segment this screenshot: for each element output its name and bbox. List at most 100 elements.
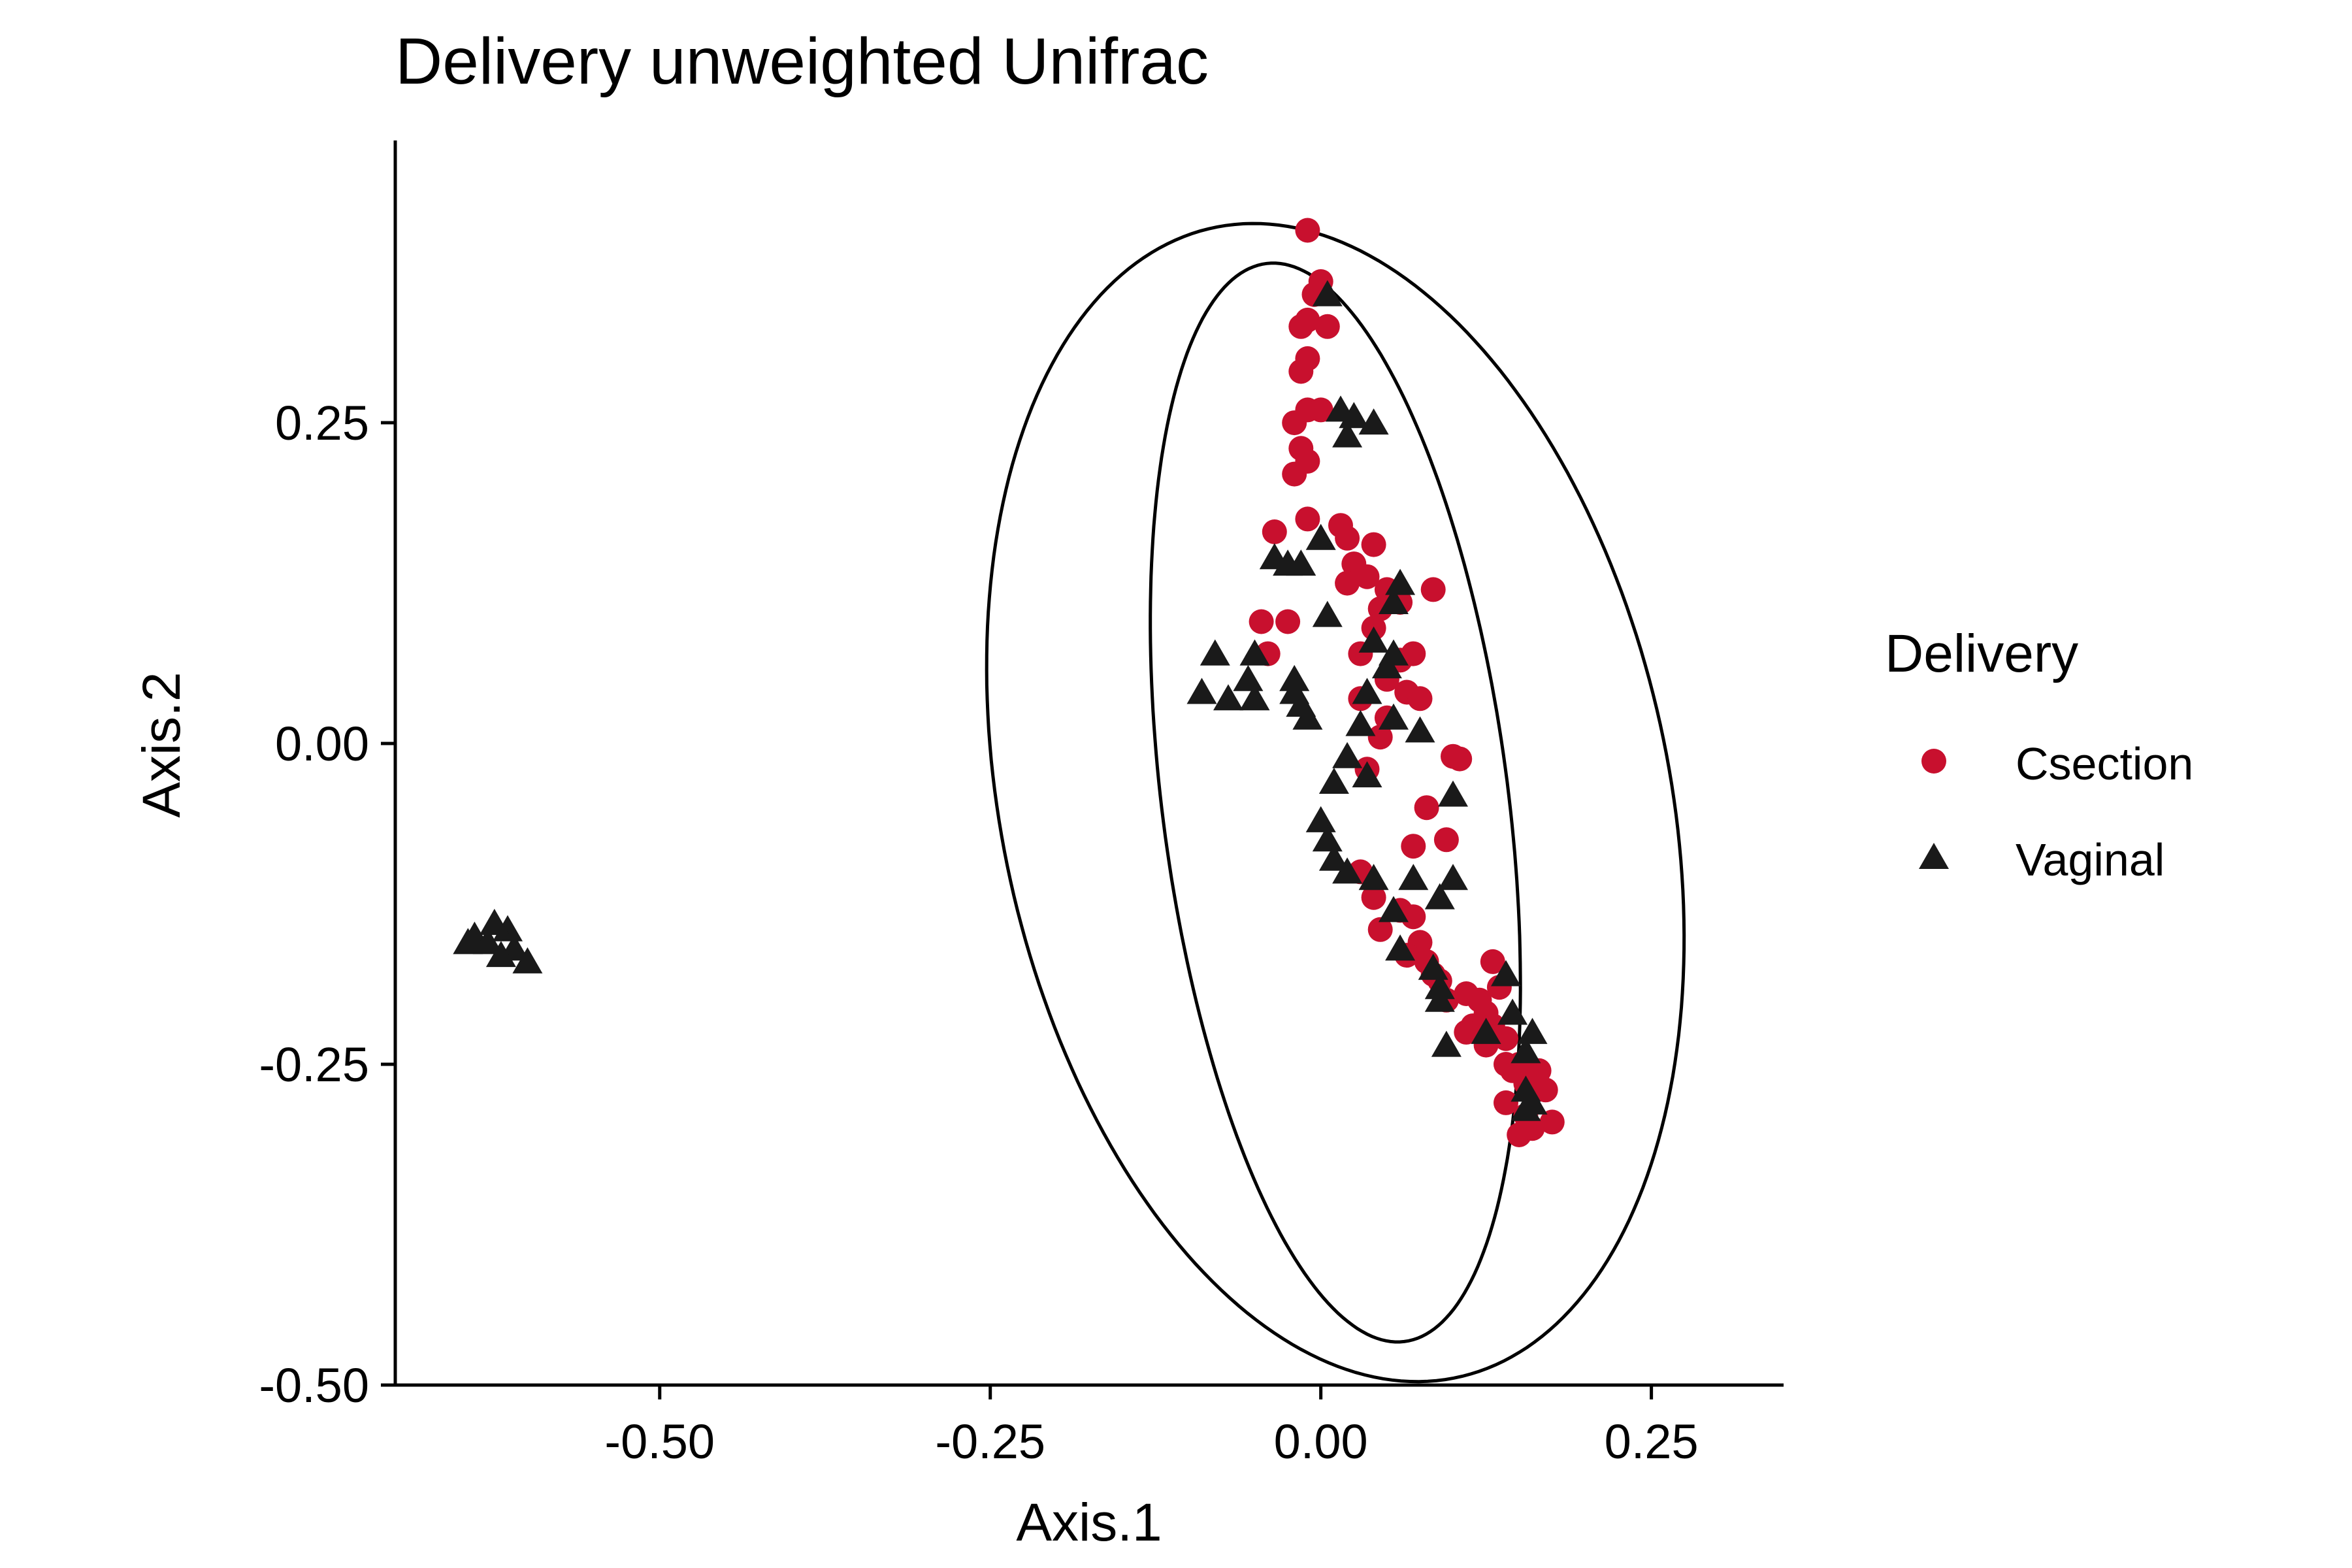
x-ticks: -0.50 -0.25 0.00 0.25: [604, 1385, 1699, 1469]
data-point-csection: [1447, 746, 1473, 772]
data-point-vaginal: [1358, 626, 1389, 653]
x-axis-title: Axis.1: [1016, 1493, 1162, 1552]
data-point-vaginal: [1511, 1037, 1541, 1064]
data-point-csection: [1401, 834, 1426, 859]
data-point-vaginal: [1438, 864, 1468, 890]
data-point-vaginal: [1312, 600, 1343, 627]
data-point-vaginal: [1358, 864, 1389, 890]
data-point-vaginal: [1312, 280, 1343, 306]
data-point-csection: [1494, 1090, 1518, 1115]
data-point-vaginal: [1379, 896, 1409, 923]
data-point-csection: [1420, 577, 1446, 602]
data-point-vaginal: [479, 909, 510, 935]
data-point-csection: [1433, 827, 1459, 853]
data-point-vaginal: [1332, 742, 1363, 768]
data-point-vaginal: [1286, 549, 1316, 576]
legend-triangle-marker: [1919, 843, 1949, 869]
data-point-vaginal: [1239, 684, 1270, 711]
data-point-vaginal: [512, 947, 543, 973]
data-point-vaginal: [1352, 761, 1382, 788]
chart-title: Delivery unweighted Unifrac: [395, 25, 1209, 98]
data-point-vaginal: [1491, 960, 1521, 987]
data-point-vaginal: [1438, 780, 1468, 807]
data-point-csection: [1308, 397, 1333, 423]
data-point-csection: [1295, 449, 1320, 474]
data-point-vaginal: [1332, 421, 1363, 448]
data-point-csection: [1354, 564, 1380, 589]
data-point-vaginal: [1431, 1030, 1462, 1057]
data-point-csection: [1401, 904, 1426, 930]
data-point-csection: [1335, 525, 1360, 551]
data-point-vaginal: [1517, 1088, 1548, 1115]
data-point-csection: [1295, 506, 1320, 532]
y-ticks: -0.50 -0.25 0.00 0.25: [259, 396, 395, 1413]
data-point-vaginal: [1233, 664, 1264, 691]
data-point-vaginal: [1385, 934, 1416, 961]
ellipse-layer: [985, 221, 1686, 1384]
data-point-csection: [1335, 570, 1360, 596]
plot-area: [453, 218, 1686, 1384]
data-point-vaginal: [1497, 998, 1528, 1025]
data-point-vaginal: [453, 928, 483, 955]
data-point-vaginal: [485, 941, 516, 968]
data-point-csection: [1494, 1026, 1518, 1051]
data-point-csection: [1526, 1058, 1552, 1083]
data-point-csection: [1454, 1019, 1479, 1045]
data-point-csection: [1249, 609, 1274, 634]
data-point-vaginal: [1405, 716, 1435, 743]
data-point-csection: [1361, 885, 1386, 910]
data-point-vaginal: [1371, 652, 1402, 679]
data-point-csection: [1262, 519, 1287, 544]
data-point-csection: [1533, 1077, 1558, 1103]
x-tick-label: -0.25: [935, 1414, 1045, 1469]
data-point-vaginal: [1200, 639, 1230, 666]
data-point-vaginal: [1305, 523, 1336, 550]
data-point-vaginal: [1385, 568, 1416, 595]
legend-title: Delivery: [1885, 624, 2078, 683]
data-point-vaginal: [1312, 825, 1343, 852]
data-point-csection: [1288, 314, 1314, 339]
data-point-csection: [1315, 314, 1340, 339]
data-point-csection: [1367, 725, 1393, 750]
data-point-csection: [1414, 795, 1439, 821]
x-tick-label: 0.00: [1274, 1414, 1368, 1469]
data-point-vaginal: [1213, 684, 1243, 711]
data-point-vaginal: [1424, 883, 1455, 909]
data-point-vaginal: [1424, 985, 1455, 1012]
data-point-csection: [1367, 917, 1393, 942]
data-point-vaginal: [1398, 864, 1429, 890]
y-tick-label: -0.25: [259, 1037, 369, 1092]
data-point-vaginal: [1379, 703, 1409, 730]
data-point-csection: [1520, 1116, 1545, 1141]
data-point-vaginal: [1318, 768, 1349, 794]
series-vaginal: [453, 280, 1548, 1121]
data-point-vaginal: [1471, 1017, 1501, 1044]
y-tick-label: 0.25: [275, 396, 369, 450]
data-point-vaginal: [1332, 857, 1363, 884]
legend-item-vaginal: Vaginal: [1919, 834, 2164, 885]
data-point-vaginal: [1379, 588, 1409, 614]
data-point-vaginal: [1292, 703, 1323, 730]
y-tick-label: 0.00: [275, 717, 369, 771]
data-point-csection: [1295, 218, 1320, 243]
data-point-vaginal: [1345, 710, 1376, 736]
data-point-csection: [1401, 641, 1426, 666]
data-point-csection: [1480, 949, 1505, 974]
y-axis-title: Axis.2: [132, 672, 191, 817]
data-point-vaginal: [472, 928, 503, 955]
data-point-vaginal: [1318, 844, 1349, 871]
data-point-csection: [1275, 609, 1301, 634]
data-point-csection: [1539, 1109, 1565, 1135]
data-point-csection: [1407, 686, 1433, 711]
x-tick-label: -0.50: [604, 1414, 715, 1469]
legend: Delivery Csection Vaginal: [1885, 624, 2193, 885]
y-tick-label: -0.50: [259, 1358, 369, 1413]
legend-item-csection: Csection: [1921, 738, 2193, 789]
confidence-ellipse-csection: [1149, 261, 1522, 1344]
data-point-vaginal: [1239, 639, 1270, 666]
legend-circle-marker: [1921, 749, 1946, 774]
legend-label-vaginal: Vaginal: [2016, 834, 2164, 885]
confidence-ellipse-vaginal: [985, 221, 1686, 1384]
x-tick-label: 0.25: [1605, 1414, 1699, 1469]
data-point-vaginal: [1418, 953, 1448, 980]
